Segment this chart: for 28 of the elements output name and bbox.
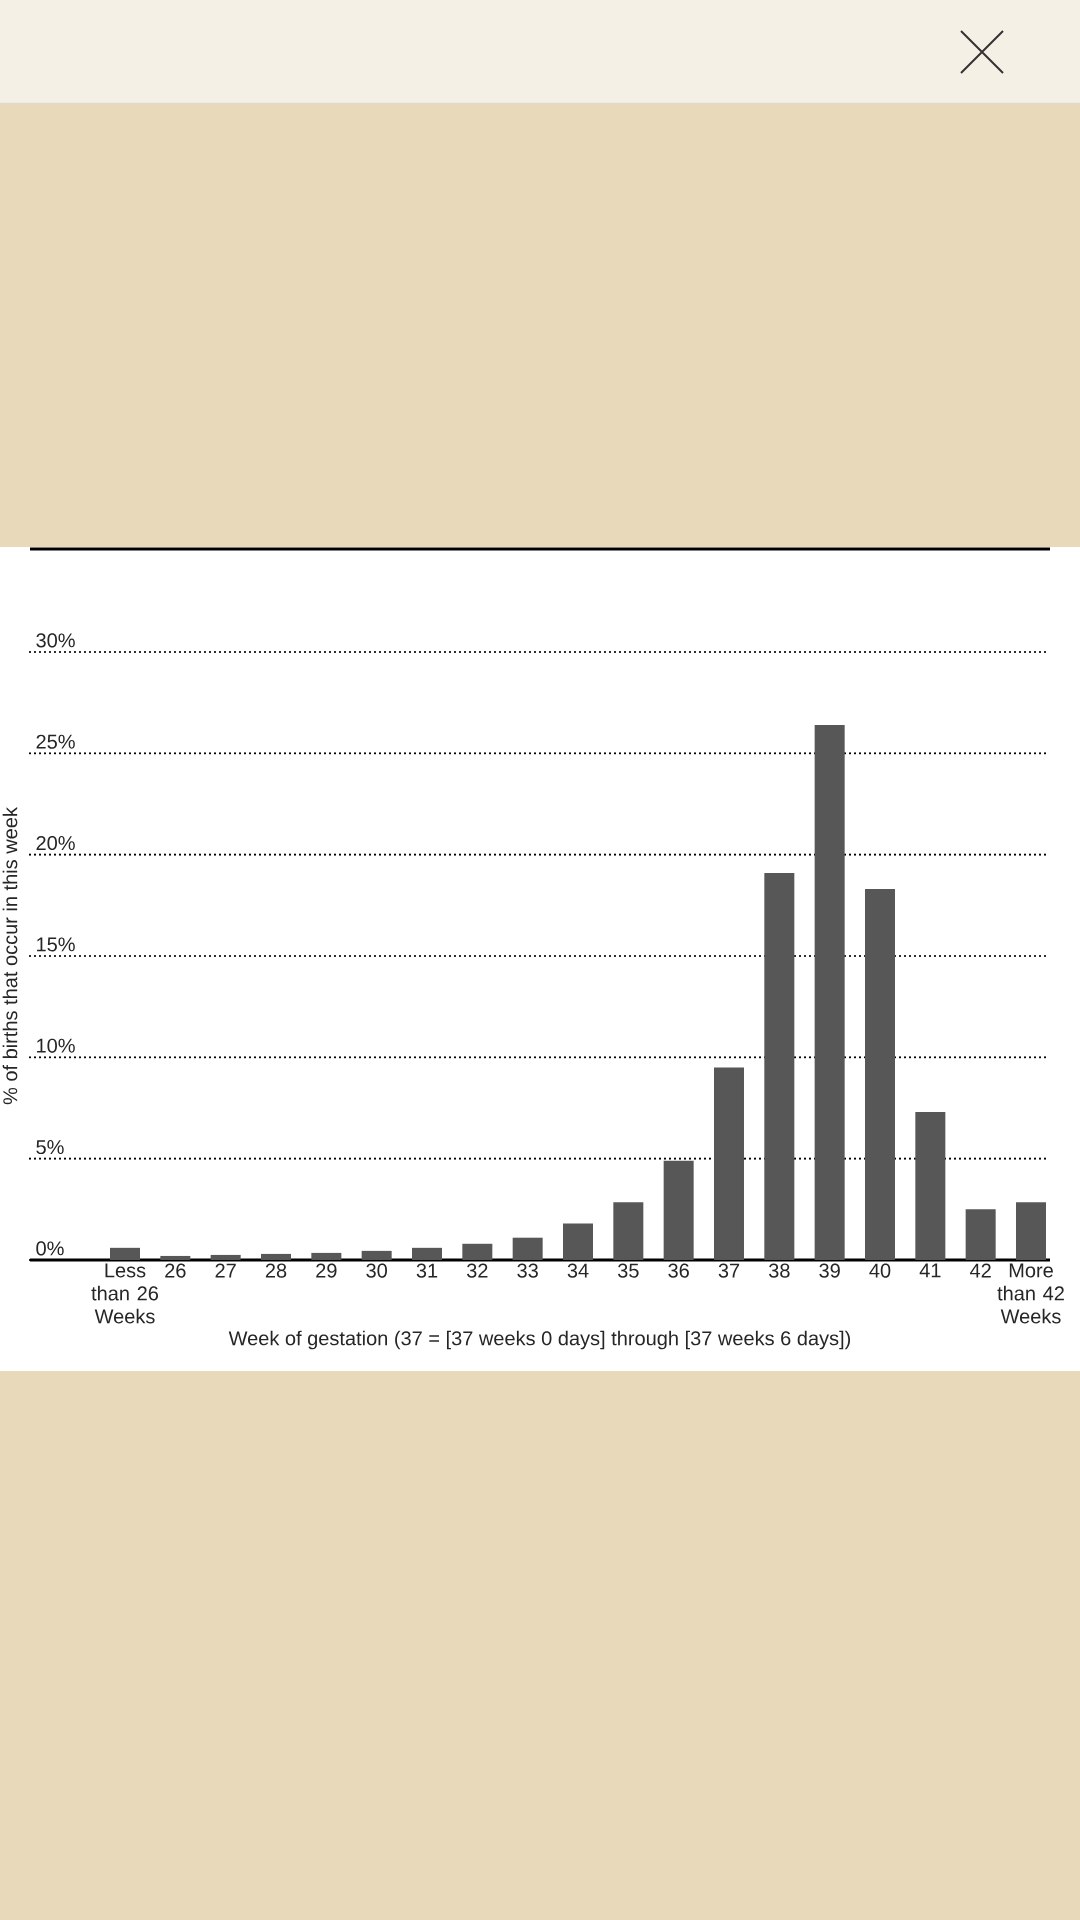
x-tick-label: 29	[316, 1263, 337, 1278]
x-tick-label: 41	[919, 1263, 941, 1278]
y-tick-label: 20%	[36, 835, 75, 851]
x-tick-label: 38	[768, 1263, 790, 1278]
x-tick-label: 37	[718, 1263, 740, 1278]
y-tick-label: 15%	[37, 937, 75, 952]
y-tick-label: 0%	[36, 1241, 64, 1256]
y-tick-label: 5%	[36, 1140, 64, 1155]
x-tick-label: 28	[265, 1263, 287, 1278]
x-tick-label: 36	[668, 1263, 689, 1278]
y-tick-label: 10%	[37, 1038, 75, 1053]
x-tick-label: Less than 26 Weeks	[91, 1263, 159, 1324]
x-tick-label: 40	[869, 1263, 891, 1278]
x-tick-label: 27	[215, 1263, 236, 1278]
x-tick-label: 35	[617, 1263, 639, 1278]
x-axis-title: Week of gestation (37 = [37 weeks 0 days] through [37 weeks 6 days])	[228, 1330, 851, 1350]
y-axis-title: % of births that occur in this week	[2, 807, 18, 1105]
x-tick-label: 42	[969, 1263, 991, 1278]
x-tick-label: More than 42 Weeks	[997, 1263, 1064, 1324]
x-tick-label: 32	[466, 1263, 488, 1278]
x-tick-label: 31	[416, 1263, 438, 1278]
y-tick-label: 25%	[36, 734, 75, 749]
x-tick-label: 39	[819, 1263, 840, 1278]
x-tick-label: 30	[366, 1263, 387, 1278]
x-tick-label: 26	[165, 1263, 186, 1278]
x-tick-label: 34	[567, 1263, 589, 1278]
y-tick-label: 30%	[36, 633, 75, 648]
x-tick-label: 33	[517, 1263, 538, 1278]
